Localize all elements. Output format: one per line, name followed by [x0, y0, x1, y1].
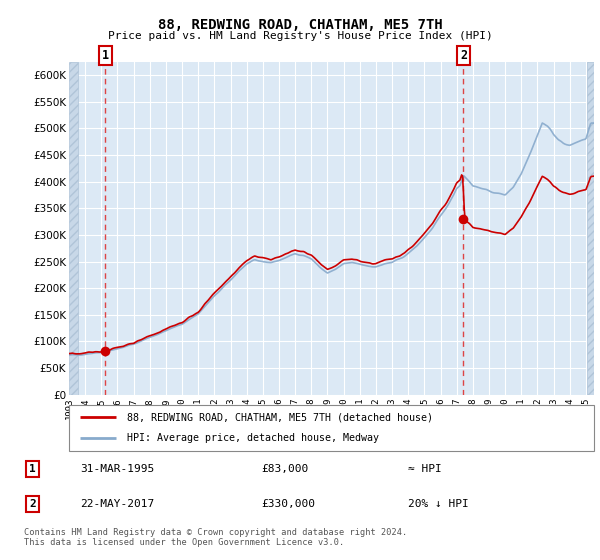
- Text: 1: 1: [102, 49, 109, 62]
- Text: 1: 1: [29, 464, 36, 474]
- Text: Contains HM Land Registry data © Crown copyright and database right 2024.
This d: Contains HM Land Registry data © Crown c…: [24, 528, 407, 547]
- Text: £83,000: £83,000: [261, 464, 308, 474]
- Text: 88, REDWING ROAD, CHATHAM, ME5 7TH (detached house): 88, REDWING ROAD, CHATHAM, ME5 7TH (deta…: [127, 412, 433, 422]
- Text: 88, REDWING ROAD, CHATHAM, ME5 7TH: 88, REDWING ROAD, CHATHAM, ME5 7TH: [158, 18, 442, 32]
- Text: £330,000: £330,000: [261, 499, 315, 509]
- Text: 2: 2: [460, 49, 467, 62]
- Text: 2: 2: [29, 499, 36, 509]
- Text: 22-MAY-2017: 22-MAY-2017: [80, 499, 155, 509]
- Text: HPI: Average price, detached house, Medway: HPI: Average price, detached house, Medw…: [127, 433, 379, 444]
- Text: 31-MAR-1995: 31-MAR-1995: [80, 464, 155, 474]
- Text: ≈ HPI: ≈ HPI: [407, 464, 441, 474]
- Bar: [587, 62, 595, 395]
- Text: Price paid vs. HM Land Registry's House Price Index (HPI): Price paid vs. HM Land Registry's House …: [107, 31, 493, 41]
- Text: 20% ↓ HPI: 20% ↓ HPI: [407, 499, 468, 509]
- Bar: [69, 62, 78, 395]
- FancyBboxPatch shape: [69, 405, 594, 451]
